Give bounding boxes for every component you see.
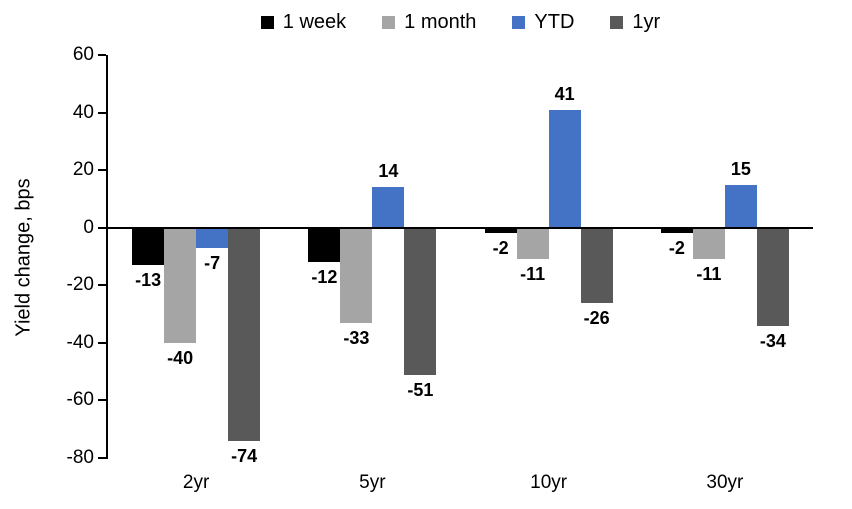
y-tick-label: -80: [66, 447, 94, 468]
y-tick-mark: [98, 111, 106, 114]
legend-item-1-month: 1 month: [382, 11, 476, 34]
bar-value-label: -2: [492, 238, 509, 259]
legend-swatch-icon: [512, 15, 526, 29]
bar-YTD-30yr: [724, 184, 757, 228]
bar-1yr-5yr: [404, 227, 437, 375]
bar-YTD-2yr: [196, 227, 229, 248]
bar-YTD-5yr: [372, 187, 405, 228]
legend-swatch-icon: [260, 15, 274, 29]
y-tick-mark: [98, 457, 106, 459]
bar-value-label: 15: [730, 158, 751, 179]
bar-value-label: 14: [378, 161, 399, 182]
bar-1yr-2yr: [228, 227, 261, 441]
legend-item-1-week: 1 week: [260, 10, 347, 34]
x-category-label: 10yr: [530, 472, 568, 493]
x-category-label: 30yr: [706, 472, 744, 493]
y-axis-line: [106, 55, 108, 459]
x-axis-zero-line: [106, 226, 813, 229]
y-tick-label: -20: [66, 274, 94, 296]
bar-1-week-10yr: [484, 227, 517, 234]
bar-1-week-5yr: [308, 227, 341, 263]
bar-YTD-10yr: [548, 109, 581, 228]
y-tick-mark: [98, 54, 106, 56]
legend-label: 1 week: [282, 10, 347, 33]
y-tick-label: 0: [83, 216, 94, 238]
y-tick-label: -60: [66, 389, 94, 411]
bar-value-label: -26: [583, 307, 610, 328]
bar-value-label: -11: [520, 264, 546, 285]
legend-label: YTD: [534, 10, 575, 33]
bar-value-label: -40: [167, 347, 194, 368]
bar-value-label: -74: [231, 445, 258, 466]
legend-label: 1 month: [404, 10, 477, 33]
legend-swatch-icon: [610, 15, 624, 29]
x-category-label: 5yr: [359, 472, 386, 493]
bar-value-label: -33: [343, 327, 370, 348]
bar-1-month-30yr: [692, 227, 725, 260]
y-tick-label: 40: [72, 101, 94, 123]
bar-1-month-2yr: [164, 227, 197, 343]
bar-value-label: -34: [759, 330, 786, 351]
bar-1-week-2yr: [132, 227, 165, 266]
bar-1yr-30yr: [756, 227, 789, 326]
bar-1-week-30yr: [660, 227, 693, 234]
y-tick-mark: [98, 169, 106, 172]
bar-value-label: -2: [668, 238, 685, 259]
y-tick-mark: [98, 341, 106, 344]
bar-value-label: -11: [696, 264, 722, 285]
bar-1-month-10yr: [516, 227, 549, 260]
chart-legend: 1 week 1 month YTD 1yr: [108, 6, 813, 38]
y-tick-mark: [98, 399, 106, 402]
bar-1-month-5yr: [340, 227, 373, 323]
x-category-label: 2yr: [182, 472, 210, 493]
y-tick-label: 20: [72, 159, 94, 181]
bar-value-label: 41: [554, 83, 575, 104]
y-tick-label: -40: [66, 331, 94, 353]
bar-value-label: -12: [311, 267, 338, 288]
bar-value-label: -7: [204, 252, 221, 273]
legend-item-YTD: YTD: [512, 11, 574, 34]
bar-value-label: -51: [407, 379, 434, 400]
bar-1yr-10yr: [580, 227, 613, 303]
legend-label: 1yr: [632, 10, 661, 33]
y-tick-label: 60: [72, 44, 94, 65]
legend-swatch-icon: [382, 15, 396, 29]
bar-value-label: -13: [135, 270, 162, 291]
y-tick-mark: [98, 284, 106, 287]
y-tick-mark: [98, 226, 106, 229]
legend-item-1yr: 1yr: [610, 11, 660, 34]
